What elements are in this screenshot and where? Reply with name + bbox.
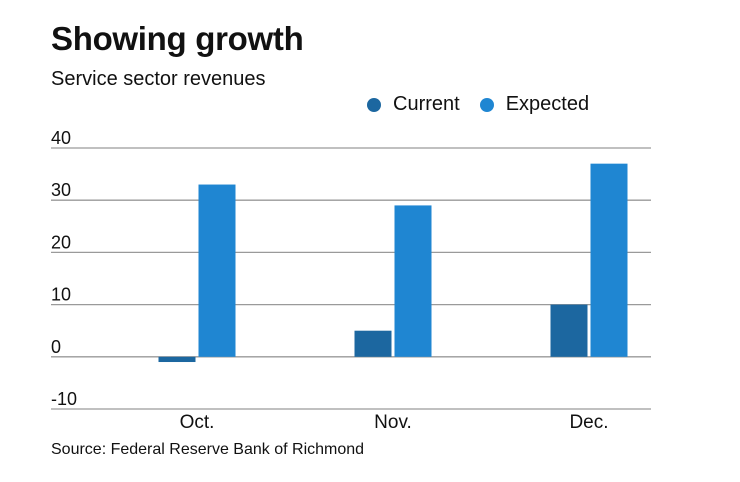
gridlines bbox=[51, 147, 651, 410]
bar-expected-nov bbox=[394, 205, 432, 357]
legend: Current Expected bbox=[367, 93, 609, 116]
y-tick-label: 20 bbox=[51, 232, 71, 252]
y-tick-label: 0 bbox=[51, 337, 61, 357]
bar-current-oct bbox=[158, 356, 196, 363]
bar-current-dec bbox=[550, 304, 588, 357]
legend-item-current: Current bbox=[367, 93, 460, 116]
bar-expected-oct bbox=[198, 184, 236, 357]
chart-title: Showing growth bbox=[51, 20, 304, 57]
y-axis-ticks: 40 30 20 10 0 -10 bbox=[51, 128, 77, 409]
y-tick-label: 10 bbox=[51, 285, 71, 305]
x-axis-labels: Oct. Nov. Dec. bbox=[180, 412, 609, 433]
legend-label-expected: Expected bbox=[505, 93, 590, 115]
bars bbox=[158, 163, 628, 363]
x-category-label: Dec. bbox=[569, 412, 608, 433]
y-tick-label: -10 bbox=[51, 389, 77, 409]
x-category-label: Nov. bbox=[374, 412, 412, 433]
bar-current-nov bbox=[354, 330, 392, 357]
y-tick-label: 40 bbox=[51, 128, 71, 148]
chart-subtitle: Service sector revenues bbox=[51, 68, 266, 90]
x-category-label: Oct. bbox=[180, 412, 215, 433]
legend-label-current: Current bbox=[393, 93, 460, 115]
y-tick-label: 30 bbox=[51, 180, 71, 200]
legend-swatch-current bbox=[367, 97, 381, 112]
bar-expected-dec bbox=[590, 163, 628, 357]
legend-item-expected: Expected bbox=[479, 93, 590, 116]
legend-swatch-expected bbox=[479, 97, 494, 112]
source-note: Source: Federal Reserve Bank of Richmond bbox=[51, 441, 365, 458]
